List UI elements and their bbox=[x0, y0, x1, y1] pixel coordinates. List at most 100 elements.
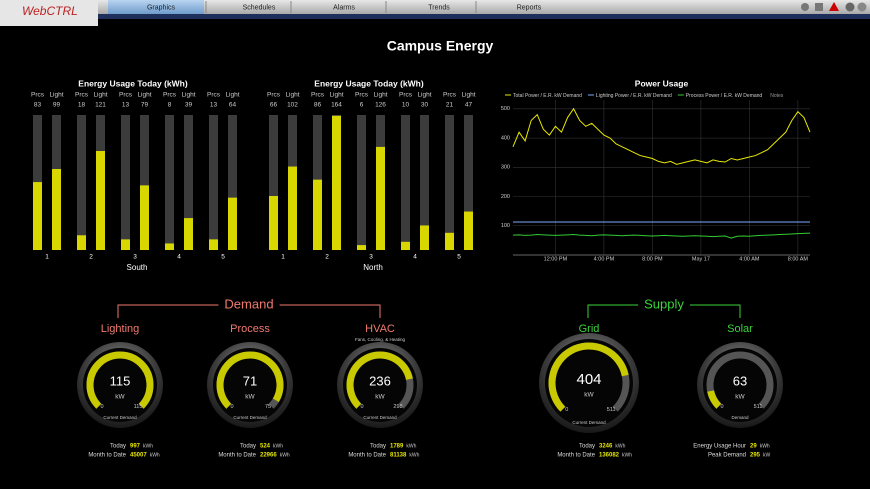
series-label: Light bbox=[93, 92, 107, 99]
stat-unit: kWh bbox=[615, 443, 625, 449]
gauge-face bbox=[545, 339, 633, 427]
nav-strip bbox=[0, 14, 870, 19]
value-label: 99 bbox=[53, 102, 61, 109]
value-label: 126 bbox=[375, 102, 386, 109]
nav-tab[interactable]: Trends bbox=[428, 4, 450, 11]
gauge-max: 115 bbox=[134, 404, 143, 410]
stat-label: Month to Date bbox=[348, 453, 386, 459]
stat-value: 29 bbox=[750, 444, 757, 450]
bar bbox=[445, 232, 454, 250]
stat-value: 3246 bbox=[599, 444, 613, 450]
bar bbox=[184, 218, 193, 250]
series-label: Light bbox=[181, 92, 195, 99]
x-tick-label: 2 bbox=[89, 254, 93, 261]
gauge-fill bbox=[548, 342, 629, 412]
legend-entry: Total Power / E.R. kW Demand bbox=[513, 93, 582, 99]
bar-track bbox=[357, 115, 366, 250]
value-label: 13 bbox=[122, 102, 130, 109]
bar-track bbox=[420, 115, 429, 250]
value-label: 66 bbox=[270, 102, 278, 109]
series-label: Prcs bbox=[207, 92, 221, 99]
x-tick-label: 8:00 AM bbox=[788, 256, 809, 262]
bar-track bbox=[77, 115, 86, 250]
bar-track bbox=[228, 115, 237, 250]
bar-track bbox=[464, 115, 473, 250]
toolbar-icons bbox=[801, 2, 867, 12]
gauge-title: HVAC bbox=[365, 323, 395, 335]
series-label: Light bbox=[417, 92, 431, 99]
logo: WebCTRL bbox=[22, 4, 78, 18]
value-label: 121 bbox=[95, 102, 106, 109]
section-bracket bbox=[117, 304, 381, 318]
x-tick-label: 3 bbox=[133, 254, 137, 261]
page-title: Campus Energy bbox=[387, 38, 494, 54]
nav-tab[interactable]: Reports bbox=[517, 4, 542, 11]
stat-label: Today bbox=[110, 444, 126, 450]
chart-subtitle: North bbox=[363, 263, 383, 272]
gauge-face bbox=[213, 348, 287, 422]
x-tick-label: 4:00 AM bbox=[739, 256, 760, 262]
stat-value: 1789 bbox=[390, 444, 404, 450]
gauge-caption: Current Demand bbox=[233, 415, 267, 420]
series-label: Light bbox=[225, 92, 239, 99]
stat-label: Energy Usage Hour bbox=[693, 444, 746, 450]
gauge-max: 511 bbox=[607, 407, 616, 413]
stat-label: Peak Demand bbox=[708, 453, 746, 459]
gauge-max: 298 bbox=[393, 404, 402, 410]
series-label: Prcs bbox=[311, 92, 325, 99]
series-label: Light bbox=[49, 92, 63, 99]
gauge-unit: kW bbox=[245, 394, 255, 401]
gauge-title: Lighting bbox=[101, 323, 140, 335]
stat-label: Month to Date bbox=[218, 453, 256, 459]
bar bbox=[332, 115, 341, 251]
gauge-fill bbox=[346, 351, 413, 409]
gauge-face bbox=[343, 348, 417, 422]
section-bracket bbox=[587, 304, 741, 318]
nav-tab[interactable]: Schedules bbox=[243, 4, 276, 11]
series-label: Light bbox=[461, 92, 475, 99]
series-label: Prcs bbox=[31, 92, 45, 99]
stat-value: 295 bbox=[750, 453, 761, 459]
stat-label: Today bbox=[579, 444, 595, 450]
gauge-title: Process bbox=[230, 323, 270, 335]
gauge-unit: kW bbox=[735, 394, 745, 401]
x-tick-label: 2 bbox=[325, 254, 329, 261]
bar bbox=[420, 225, 429, 250]
bar-track bbox=[401, 115, 410, 250]
nav-tab[interactable]: Graphics bbox=[147, 4, 176, 11]
value-label: 8 bbox=[168, 102, 172, 109]
value-label: 79 bbox=[141, 102, 149, 109]
bar-track bbox=[445, 115, 454, 250]
legend-notes[interactable]: Notes bbox=[770, 93, 784, 99]
value-label: 10 bbox=[402, 102, 410, 109]
stat-value: 22966 bbox=[260, 453, 277, 459]
value-label: 64 bbox=[229, 102, 237, 109]
value-label: 83 bbox=[34, 102, 42, 109]
value-label: 6 bbox=[360, 102, 364, 109]
x-tick-label: 4 bbox=[413, 254, 417, 261]
logo-box bbox=[0, 0, 98, 26]
series-label: Light bbox=[137, 92, 151, 99]
stat-unit: kWh bbox=[150, 452, 160, 458]
gauge-caption: Current Demand bbox=[103, 415, 137, 420]
nav-tab[interactable]: Alarms bbox=[333, 4, 355, 11]
stat-label: Month to Date bbox=[557, 453, 595, 459]
bar bbox=[228, 197, 237, 250]
value-label: 13 bbox=[210, 102, 218, 109]
x-tick-label: 5 bbox=[221, 254, 225, 261]
x-tick-label: 4 bbox=[177, 254, 181, 261]
line-series bbox=[512, 232, 811, 239]
value-label: 86 bbox=[314, 102, 322, 109]
x-tick-label: 3 bbox=[369, 254, 373, 261]
y-tick-label: 200 bbox=[501, 194, 510, 200]
series-label: Prcs bbox=[443, 92, 457, 99]
gauge-value: 71 bbox=[243, 373, 257, 388]
stat-unit: kWh bbox=[143, 443, 153, 449]
gauge-min: 0 bbox=[565, 407, 568, 413]
x-tick-label: May 17 bbox=[692, 256, 710, 262]
stat-unit: kWh bbox=[273, 443, 283, 449]
series-label: Light bbox=[373, 92, 387, 99]
legend-entry: Process Power / E.R. kW Demand bbox=[686, 93, 763, 99]
